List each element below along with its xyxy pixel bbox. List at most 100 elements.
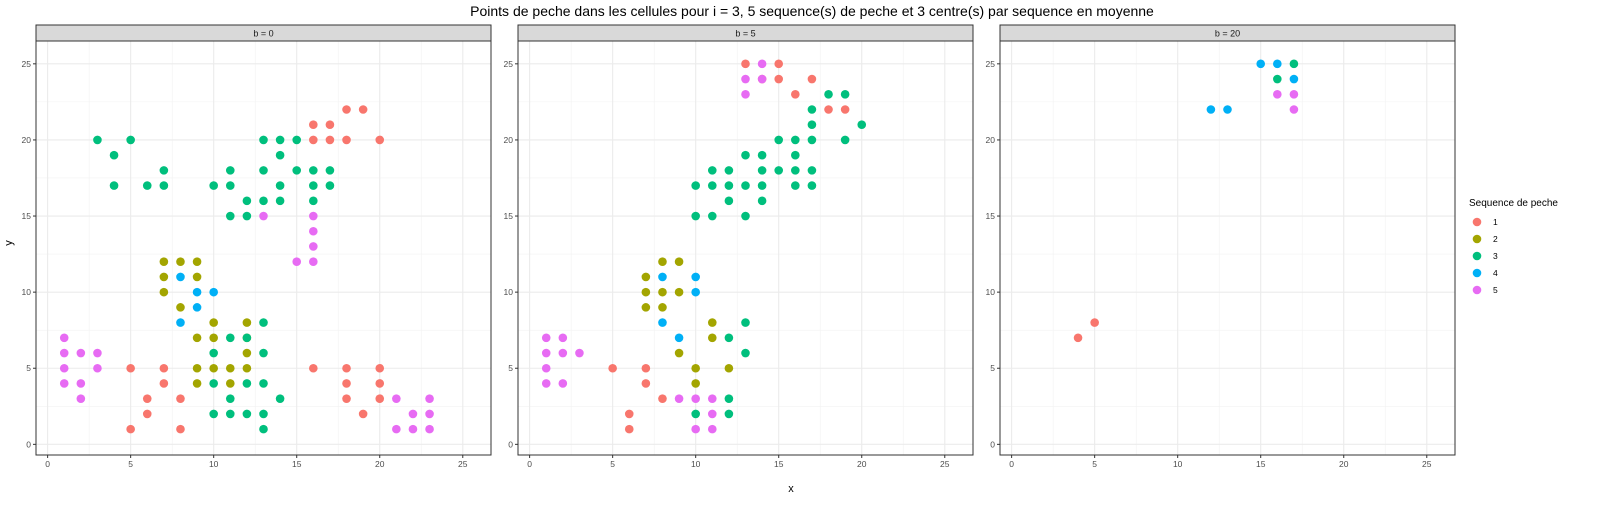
data-point-series-5 [558,333,568,343]
data-point-series-5 [59,348,69,358]
data-point-series-1 [176,424,185,434]
panel-border [517,40,974,456]
facet-panel: b = 20 0 5 10 15 20 25 0 5 10 15 20 25 [986,24,1456,469]
data-point-series-3 [791,135,800,145]
data-point-series-3 [741,318,750,327]
data-point-series-3 [741,348,750,358]
data-point-series-5 [309,211,318,221]
data-point-series-3 [209,348,218,358]
data-point-series-3 [741,211,750,221]
x-tick-label: 20 [375,459,385,469]
data-point-series-5 [541,333,551,343]
y-tick-label: 5 [990,363,995,373]
data-point-series-3 [774,166,784,175]
legend-label: 4 [1493,268,1498,278]
data-point-series-1 [1090,318,1099,327]
data-point-series-1 [309,363,318,373]
data-point-series-2 [658,257,667,266]
data-point-series-5 [741,74,750,84]
x-tick-label: 10 [691,459,701,469]
data-point-series-5 [1273,89,1282,99]
data-point-series-1 [658,394,667,403]
data-point-series-5 [558,348,568,358]
data-point-series-1 [375,379,385,388]
data-point-series-3 [807,120,817,130]
data-point-series-3 [724,333,734,343]
legend-item-1: 1 [1472,217,1498,227]
data-point-series-3 [159,181,169,190]
data-point-series-3 [93,135,102,145]
data-point-series-5 [674,394,684,403]
data-point-series-5 [1289,89,1299,99]
facet-panels: b = 0 0 5 10 15 20 25 0 5 10 15 20 25 b = 5 0 5 10 15 20 25… [22,24,1456,469]
legend-key [1472,217,1482,227]
x-tick-label: 5 [1092,459,1097,469]
data-point-series-3 [142,181,152,190]
data-point-series-5 [309,242,318,251]
data-point-series-2 [225,379,235,388]
data-point-series-2 [209,363,218,373]
data-point-series-1 [641,379,651,388]
data-point-series-3 [325,166,335,175]
data-point-series-3 [209,379,218,388]
data-point-series-1 [159,379,169,388]
data-point-series-1 [309,135,318,145]
data-point-series-4 [192,303,202,312]
y-axis-label: y [3,240,15,246]
legend-key [1472,251,1482,261]
legend-item-3: 3 [1472,251,1498,261]
data-point-series-3 [309,196,318,206]
data-point-series-1 [624,409,634,419]
data-point-series-3 [757,150,767,160]
data-point-series-5 [541,363,551,373]
data-point-series-2 [707,333,717,343]
x-tick-label: 5 [610,459,615,469]
legend-item-2: 2 [1472,234,1498,244]
data-point-series-2 [242,363,252,373]
data-point-series-5 [59,379,69,388]
data-point-series-5 [93,348,102,358]
data-point-series-1 [375,363,385,373]
legend-label: 2 [1493,234,1498,244]
data-point-series-4 [658,318,667,327]
data-point-series-3 [840,89,850,99]
data-point-series-3 [707,211,717,221]
data-point-series-3 [824,89,833,99]
x-tick-label: 25 [940,459,950,469]
data-point-series-2 [209,333,218,343]
data-point-series-1 [159,363,169,373]
data-point-series-3 [275,150,285,160]
data-point-series-3 [275,196,285,206]
data-point-series-1 [358,409,368,419]
data-point-series-3 [259,409,268,419]
data-point-series-2 [192,333,202,343]
data-point-series-1 [1073,333,1083,343]
data-point-series-2 [674,257,684,266]
x-tick-label: 5 [128,459,133,469]
data-point-series-5 [408,409,418,419]
data-point-series-3 [242,379,252,388]
data-point-series-3 [209,181,218,190]
x-tick-label: 10 [209,459,219,469]
legend-label: 5 [1493,285,1498,295]
panel-border [35,40,492,456]
data-point-series-5 [691,394,700,403]
data-point-series-1 [375,135,385,145]
data-point-series-1 [325,135,335,145]
data-point-series-1 [176,394,185,403]
data-point-series-2 [691,379,700,388]
data-point-series-3 [259,424,268,434]
x-axis-label: x [788,483,794,495]
x-tick-label: 20 [1339,459,1349,469]
data-point-series-5 [541,379,551,388]
data-point-series-2 [641,287,651,297]
data-point-series-5 [707,409,717,419]
data-point-series-2 [209,318,218,327]
legend-key [1472,234,1482,244]
data-point-series-3 [724,181,734,190]
y-tick-label: 15 [22,211,32,221]
data-point-series-3 [774,135,784,145]
y-tick-label: 0 [26,439,31,449]
data-point-series-5 [76,379,86,388]
